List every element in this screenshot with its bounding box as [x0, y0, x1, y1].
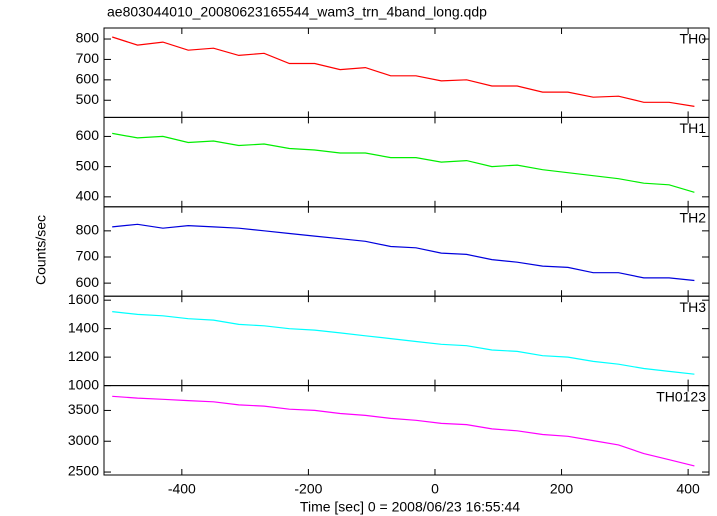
x-tick-label: 400	[676, 481, 700, 497]
y-tick-label: 1200	[68, 348, 99, 364]
y-tick-label: 500	[76, 157, 100, 173]
y-tick-label: 700	[76, 248, 100, 264]
panel-label: TH2	[680, 210, 707, 226]
y-tick-label: 400	[76, 188, 100, 204]
x-tick-label: -200	[294, 481, 322, 497]
chart-title: ae803044010_20080623165544_wam3_trn_4ban…	[107, 4, 487, 20]
y-tick-label: 1400	[68, 319, 99, 335]
panel-label: TH1	[680, 120, 707, 136]
y-tick-label: 3000	[68, 432, 99, 448]
y-tick-label: 600	[76, 274, 100, 290]
y-tick-label: 800	[76, 222, 100, 238]
y-tick-label: 500	[76, 91, 100, 107]
x-axis-label: Time [sec] 0 = 2008/06/23 16:55:44	[300, 499, 520, 515]
y-tick-label: 600	[76, 127, 100, 143]
light-curve	[112, 36, 695, 107]
panel-frame	[103, 27, 710, 118]
panel-label: TH3	[680, 299, 707, 315]
y-tick-label: 1600	[68, 291, 99, 307]
light-curve	[112, 132, 695, 193]
x-tick-label: 200	[550, 481, 574, 497]
y-tick-label: 2500	[68, 463, 99, 479]
y-tick-label: 700	[76, 50, 100, 66]
light-curve	[112, 311, 695, 375]
light-curve	[112, 395, 695, 467]
x-tick-label: 0	[431, 481, 439, 497]
panel-frame	[103, 385, 710, 476]
y-tick-label: 3500	[68, 401, 99, 417]
y-tick-label: 800	[76, 30, 100, 46]
y-tick-label: 1000	[68, 376, 99, 392]
panel-frame	[103, 116, 710, 208]
y-tick-label: 600	[76, 71, 100, 87]
y-axis-label: Counts/sec	[33, 215, 49, 285]
x-tick-label: -400	[168, 481, 196, 497]
light-curve	[112, 223, 695, 282]
panel-frame	[103, 206, 710, 297]
panel-label: TH0	[680, 31, 707, 47]
panel-label: TH0123	[656, 388, 706, 404]
